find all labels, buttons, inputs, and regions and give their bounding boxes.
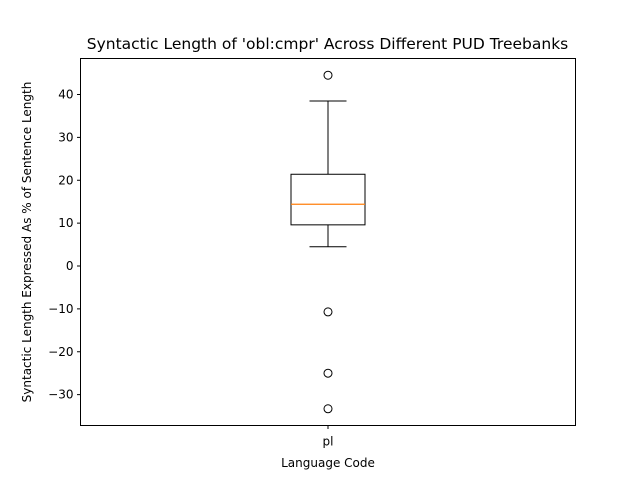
outlier-point bbox=[323, 368, 333, 378]
x-tick-label: pl bbox=[323, 435, 334, 449]
outlier-point bbox=[323, 70, 333, 80]
y-tick-label: 40 bbox=[58, 88, 73, 102]
y-tick-label: −10 bbox=[48, 302, 73, 316]
y-tick-label: −20 bbox=[48, 345, 73, 359]
chart-title: Syntactic Length of 'obl:cmpr' Across Di… bbox=[87, 35, 569, 53]
iqr-box bbox=[290, 173, 366, 226]
y-tick-label: −30 bbox=[48, 388, 73, 402]
outlier-point bbox=[323, 307, 333, 317]
y-tick-label: 0 bbox=[66, 259, 74, 273]
y-axis-label: Syntactic Length Expressed As % of Sente… bbox=[20, 82, 34, 403]
y-tick-label: 20 bbox=[58, 173, 73, 187]
plot-frame bbox=[80, 58, 576, 426]
plot-area: −30 −20 −10 0 10 20 30 40 pl bbox=[48, 70, 366, 449]
y-tick-label: 10 bbox=[58, 216, 73, 230]
x-axis-label: Language Code bbox=[281, 456, 375, 470]
y-tick-label: 30 bbox=[58, 130, 73, 144]
outlier-point bbox=[323, 404, 333, 414]
